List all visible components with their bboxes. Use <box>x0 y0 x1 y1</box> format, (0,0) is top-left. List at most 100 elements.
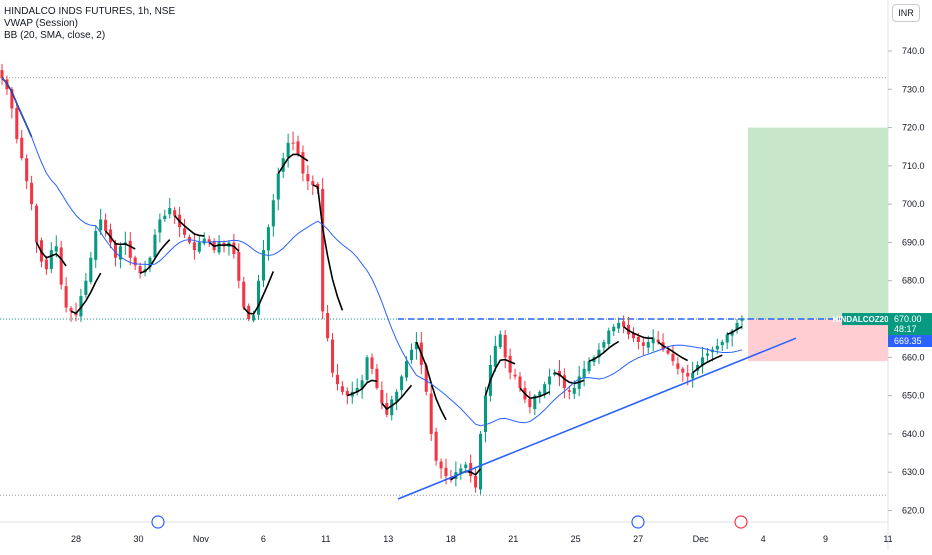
candle[interactable] <box>681 368 685 373</box>
candle[interactable] <box>528 399 532 408</box>
candle[interactable] <box>533 395 537 409</box>
candle[interactable] <box>25 158 29 182</box>
candle[interactable] <box>459 468 463 473</box>
candle[interactable] <box>207 239 211 243</box>
candle[interactable] <box>153 234 157 258</box>
candle[interactable] <box>691 372 695 379</box>
candle[interactable] <box>94 230 98 260</box>
candle[interactable] <box>705 353 709 356</box>
candle[interactable] <box>464 464 468 469</box>
candle[interactable] <box>202 238 206 244</box>
event-marker-icon[interactable] <box>151 515 165 529</box>
candle[interactable] <box>424 365 428 392</box>
candle[interactable] <box>257 280 261 315</box>
candle[interactable] <box>197 242 201 252</box>
candle[interactable] <box>607 330 611 344</box>
candle[interactable] <box>602 342 606 348</box>
candle[interactable] <box>444 467 448 477</box>
candle[interactable] <box>266 227 270 251</box>
candle[interactable] <box>64 286 68 308</box>
candle[interactable] <box>301 152 305 174</box>
candle[interactable] <box>483 395 487 432</box>
candle[interactable] <box>183 228 187 235</box>
candle[interactable] <box>15 108 19 140</box>
candle[interactable] <box>286 142 290 158</box>
candle[interactable] <box>20 137 24 159</box>
bb-indicator-label[interactable]: BB (20, SMA, close, 2) <box>4 30 106 41</box>
candle[interactable] <box>306 174 310 182</box>
candle[interactable] <box>636 336 640 343</box>
symbol-title[interactable]: HINDALCO INDS FUTURES, 1h, NSE <box>4 6 176 17</box>
candle[interactable] <box>409 349 413 361</box>
candle[interactable] <box>355 387 359 393</box>
candle[interactable] <box>701 357 705 366</box>
candle[interactable] <box>567 390 571 392</box>
bb-basis-line[interactable] <box>1 77 743 427</box>
candle[interactable] <box>622 321 626 327</box>
candle[interactable] <box>390 399 394 416</box>
event-marker-icon[interactable] <box>631 515 645 529</box>
candle[interactable] <box>395 391 399 402</box>
candle[interactable] <box>587 361 591 372</box>
candle[interactable] <box>498 334 502 348</box>
candle[interactable] <box>326 312 330 339</box>
candle[interactable] <box>380 389 384 404</box>
candle[interactable] <box>400 376 404 391</box>
candle[interactable] <box>133 257 137 266</box>
candle[interactable] <box>10 89 14 109</box>
candle[interactable] <box>311 181 315 186</box>
candle[interactable] <box>676 363 680 369</box>
candle[interactable] <box>375 368 379 388</box>
trendline[interactable] <box>397 337 797 500</box>
candle[interactable] <box>89 257 93 283</box>
candle[interactable] <box>237 251 241 281</box>
candle[interactable] <box>646 342 650 348</box>
candle[interactable] <box>232 242 236 254</box>
candle[interactable] <box>173 210 177 216</box>
candle[interactable] <box>35 205 39 243</box>
candle[interactable] <box>434 431 438 461</box>
candle[interactable] <box>365 357 369 380</box>
candle[interactable] <box>370 357 374 369</box>
candle[interactable] <box>217 242 221 253</box>
candle[interactable] <box>572 387 576 394</box>
currency-button[interactable]: INR <box>892 4 920 22</box>
stop-zone[interactable] <box>748 319 888 362</box>
candle[interactable] <box>493 345 497 367</box>
candle[interactable] <box>562 375 566 388</box>
candle[interactable] <box>99 219 103 231</box>
candle[interactable] <box>163 215 167 220</box>
candle[interactable] <box>656 339 660 343</box>
candle[interactable] <box>242 281 246 308</box>
candle[interactable] <box>474 475 478 488</box>
candle[interactable] <box>335 374 339 385</box>
candle[interactable] <box>439 461 443 469</box>
candle[interactable] <box>686 372 690 377</box>
candle[interactable] <box>168 207 172 215</box>
candle[interactable] <box>128 240 132 258</box>
candle[interactable] <box>276 173 280 200</box>
candle[interactable] <box>405 361 409 378</box>
candle[interactable] <box>641 342 645 346</box>
candle[interactable] <box>261 250 265 281</box>
candle[interactable] <box>44 259 48 270</box>
candle[interactable] <box>192 242 196 251</box>
candle[interactable] <box>49 250 53 270</box>
candle[interactable] <box>671 353 675 362</box>
event-marker-icon[interactable] <box>734 515 748 529</box>
candle[interactable] <box>666 350 670 354</box>
candle[interactable] <box>30 182 34 205</box>
candle[interactable] <box>740 319 744 321</box>
candle[interactable] <box>345 391 349 396</box>
candle[interactable] <box>479 433 483 490</box>
candle[interactable] <box>597 349 601 358</box>
candle[interactable] <box>735 322 739 330</box>
candle[interactable] <box>582 368 586 379</box>
candle[interactable] <box>360 380 364 389</box>
candle[interactable] <box>631 333 635 339</box>
candle[interactable] <box>414 342 418 350</box>
candle[interactable] <box>148 257 152 268</box>
candle[interactable] <box>720 342 724 346</box>
